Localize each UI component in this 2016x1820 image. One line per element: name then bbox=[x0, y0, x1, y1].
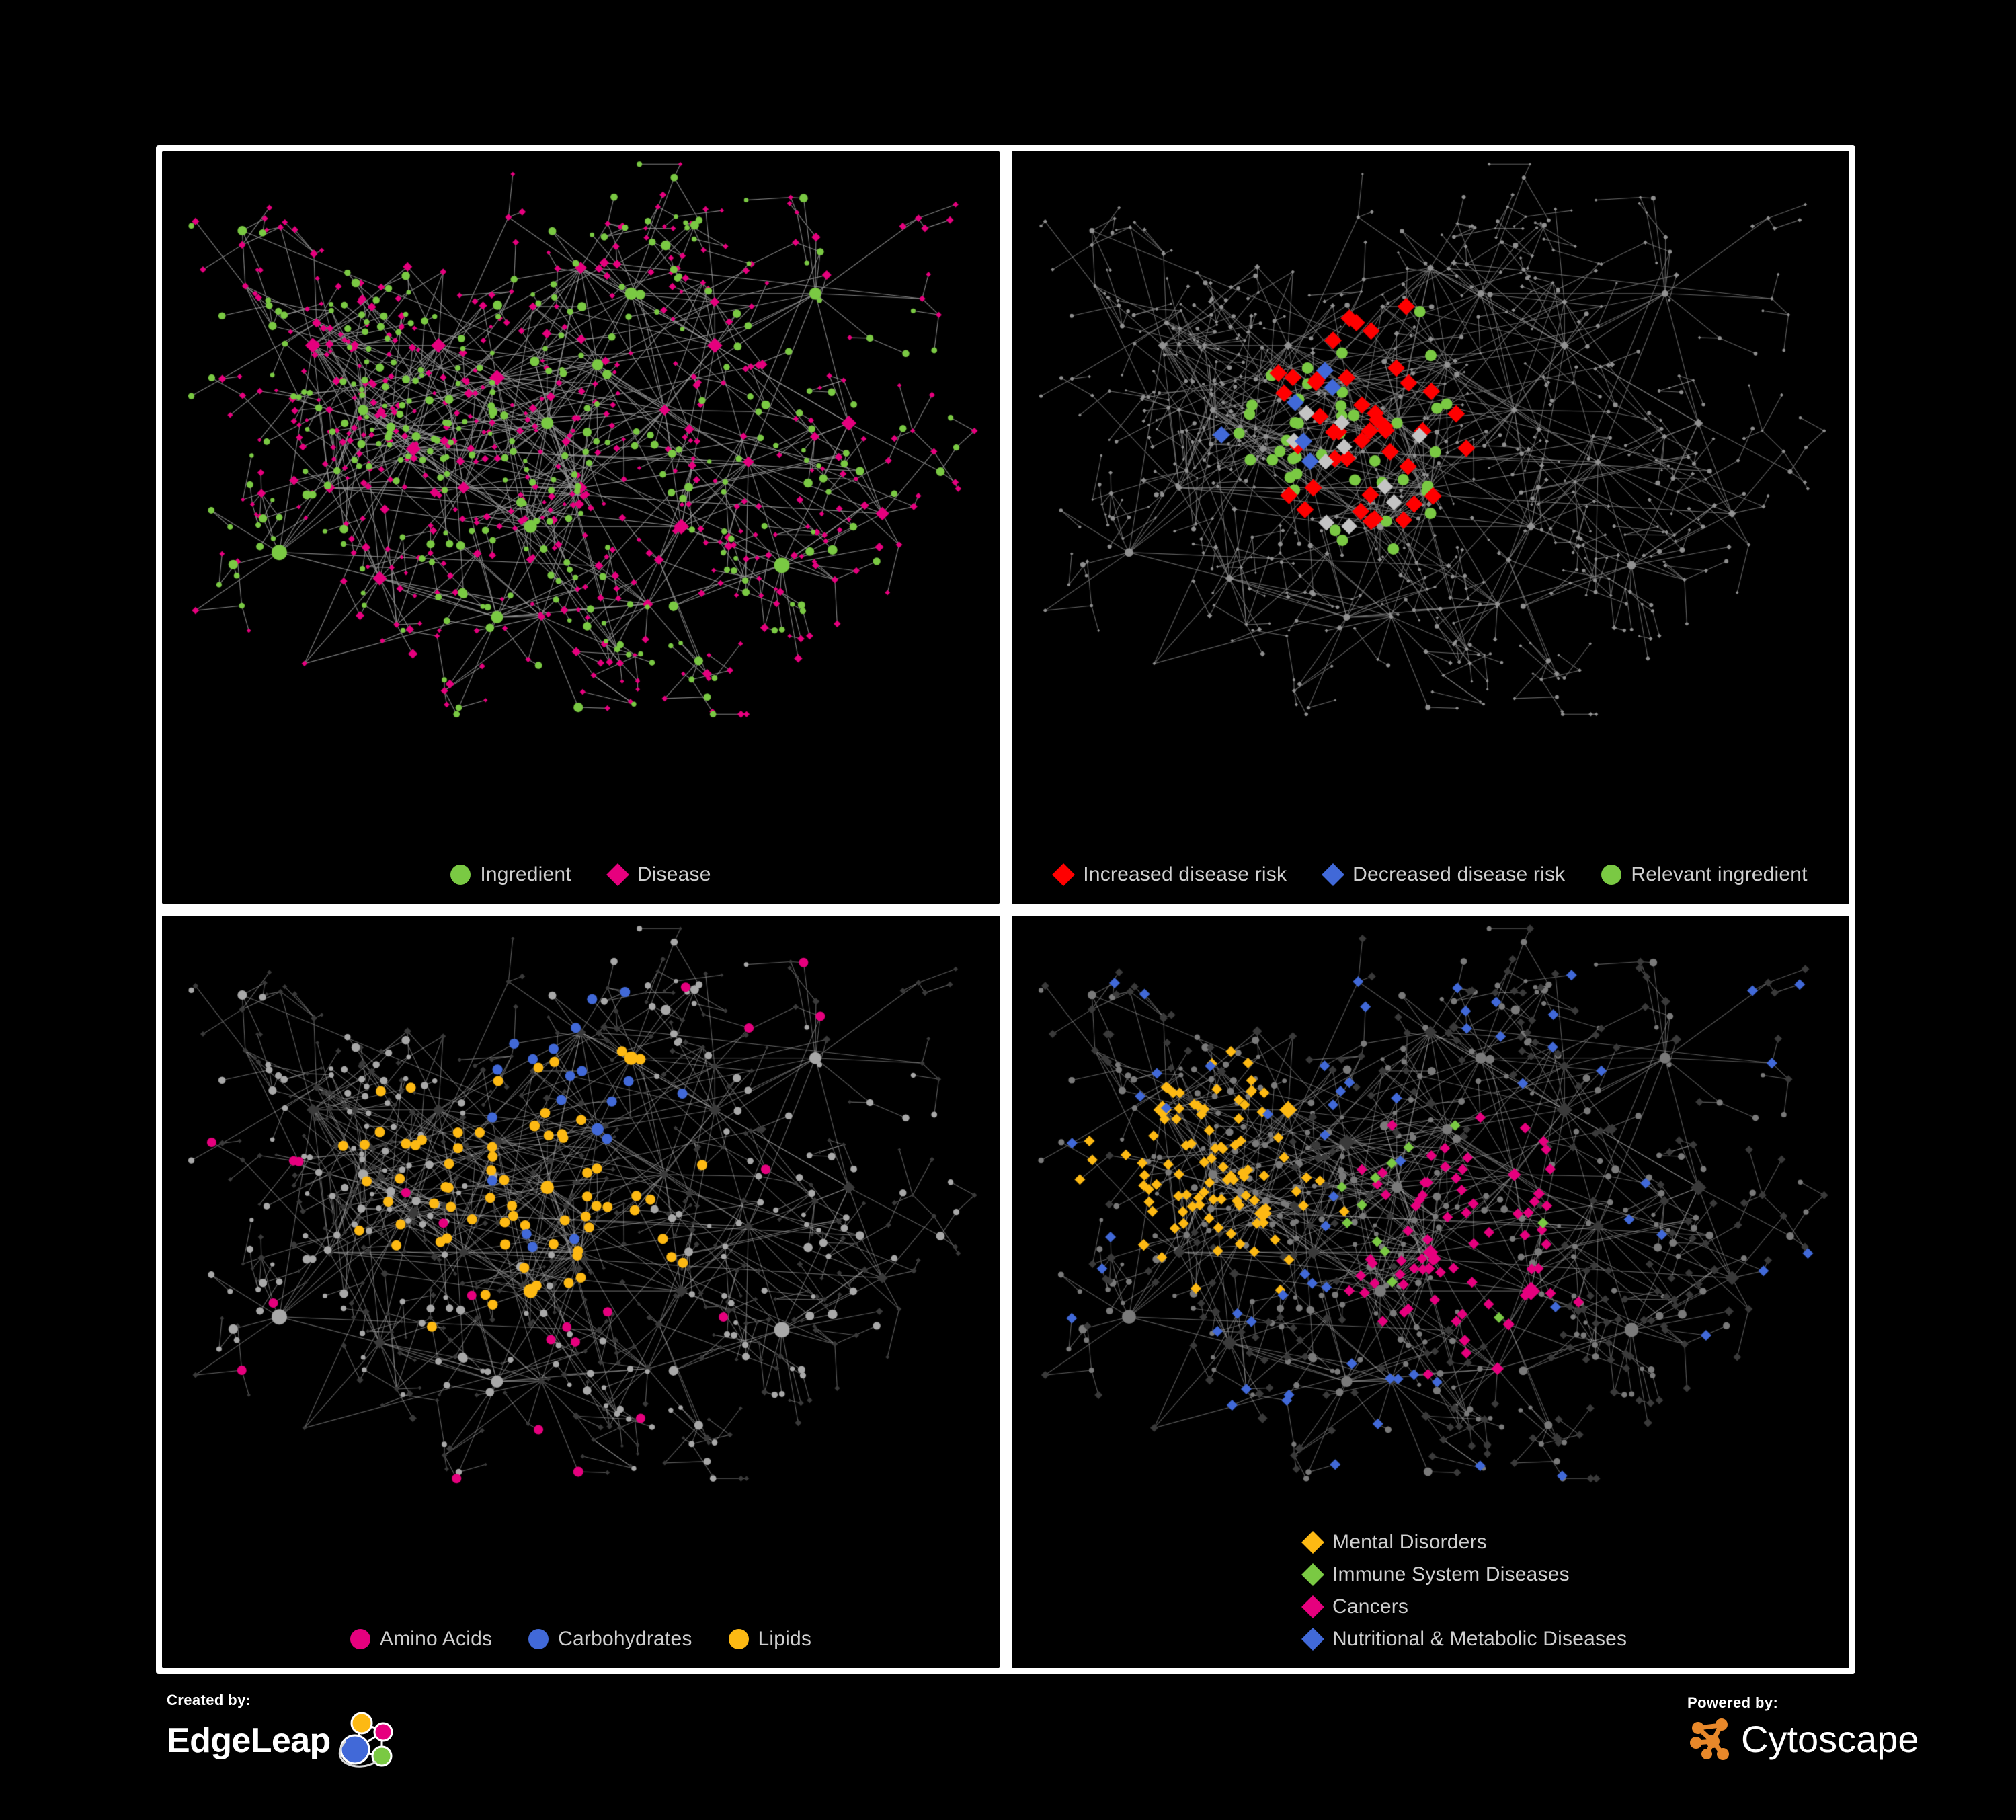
diamond-swatch-icon bbox=[1052, 863, 1076, 886]
legend-label: Increased disease risk bbox=[1083, 863, 1287, 885]
panel-ingredient-class-network[interactable]: Amino Acids Carbohydrates Lipids bbox=[162, 916, 1000, 1668]
network-canvas-1[interactable] bbox=[162, 151, 1000, 904]
diamond-swatch-icon bbox=[1322, 863, 1345, 886]
legend-item-ingredient: Ingredient bbox=[450, 863, 571, 886]
legend-panel-2: Increased disease risk Decreased disease … bbox=[1012, 863, 1849, 886]
panel-disease-risk-network[interactable]: Increased disease risk Decreased disease … bbox=[1012, 151, 1849, 904]
legend-item-increased-disease-risk: Increased disease risk bbox=[1052, 863, 1287, 886]
legend-item-lipids: Lipids bbox=[728, 1628, 812, 1651]
created-by-kicker: Created by: bbox=[167, 1692, 251, 1708]
legend-label: Amino Acids bbox=[379, 1628, 493, 1650]
diamond-swatch-icon bbox=[1301, 1531, 1324, 1554]
legend-label: Carbohydrates bbox=[558, 1628, 692, 1650]
network-canvas-2[interactable] bbox=[1012, 151, 1849, 904]
legend-label: Decreased disease risk bbox=[1353, 863, 1566, 885]
panel-ingredient-disease-network[interactable]: Ingredient Disease bbox=[162, 151, 1000, 904]
legend-panel-4: Mental Disorders Immune System Diseases Ca… bbox=[1141, 1531, 1720, 1651]
powered-by-kicker: Powered by: bbox=[1687, 1694, 1779, 1711]
legend-label: Relevant ingredient bbox=[1631, 863, 1808, 885]
legend-item-cancers: Cancers bbox=[1301, 1595, 1558, 1618]
legend-label: Lipids bbox=[758, 1628, 812, 1650]
cytoscape-wordmark: Cytoscape bbox=[1741, 1718, 1919, 1760]
circle-swatch-icon bbox=[1601, 865, 1622, 885]
edgeleap-wordmark: EdgeLeap bbox=[167, 1721, 331, 1760]
legend-item-carbohydrates: Carbohydrates bbox=[528, 1628, 692, 1651]
legend-label: Cancers bbox=[1332, 1595, 1409, 1618]
legend-item-relevant-ingredient: Relevant ingredient bbox=[1601, 863, 1808, 886]
network-figure-grid: Ingredient Disease Increased disease risk… bbox=[156, 145, 1855, 1674]
legend-item-mental-disorders: Mental Disorders bbox=[1301, 1531, 1558, 1554]
diamond-swatch-icon bbox=[606, 863, 629, 886]
legend-label: Nutritional & Metabolic Diseases bbox=[1332, 1628, 1627, 1650]
powered-by-branding: Powered by: Cytoscape bbox=[1687, 1694, 1919, 1764]
circle-swatch-icon bbox=[450, 865, 471, 885]
legend-item-decreased-disease-risk: Decreased disease risk bbox=[1322, 863, 1566, 886]
edgeleap-node-logo bbox=[338, 1712, 393, 1768]
figure-footer: Created by: EdgeLeap Powered by: bbox=[0, 1674, 2016, 1820]
cytoscape-node-logo bbox=[1690, 1718, 1729, 1760]
legend-item-nutritional-metabolic-diseases: Nutritional & Metabolic Diseases bbox=[1301, 1628, 1627, 1651]
legend-label: Immune System Diseases bbox=[1332, 1563, 1570, 1585]
panel-disease-category-network[interactable]: Mental Disorders Immune System Diseases Ca… bbox=[1012, 916, 1849, 1668]
diamond-swatch-icon bbox=[1301, 1628, 1324, 1651]
diamond-swatch-icon bbox=[1301, 1595, 1324, 1618]
diamond-swatch-icon bbox=[1301, 1563, 1324, 1586]
legend-panel-3: Amino Acids Carbohydrates Lipids bbox=[162, 1628, 1000, 1651]
circle-swatch-icon bbox=[350, 1629, 370, 1649]
circle-swatch-icon bbox=[528, 1629, 549, 1649]
legend-item-immune-system-diseases: Immune System Diseases bbox=[1301, 1563, 1570, 1586]
created-by-branding: Created by: EdgeLeap bbox=[167, 1692, 397, 1770]
legend-item-amino-acids: Amino Acids bbox=[350, 1628, 492, 1651]
network-canvas-3[interactable] bbox=[162, 916, 1000, 1668]
legend-label: Disease bbox=[637, 863, 711, 885]
circle-swatch-icon bbox=[728, 1629, 749, 1649]
legend-label: Mental Disorders bbox=[1332, 1531, 1487, 1553]
legend-item-disease: Disease bbox=[606, 863, 711, 886]
legend-label: Ingredient bbox=[480, 863, 571, 885]
legend-panel-1: Ingredient Disease bbox=[162, 863, 1000, 886]
network-canvas-4[interactable] bbox=[1012, 916, 1849, 1668]
